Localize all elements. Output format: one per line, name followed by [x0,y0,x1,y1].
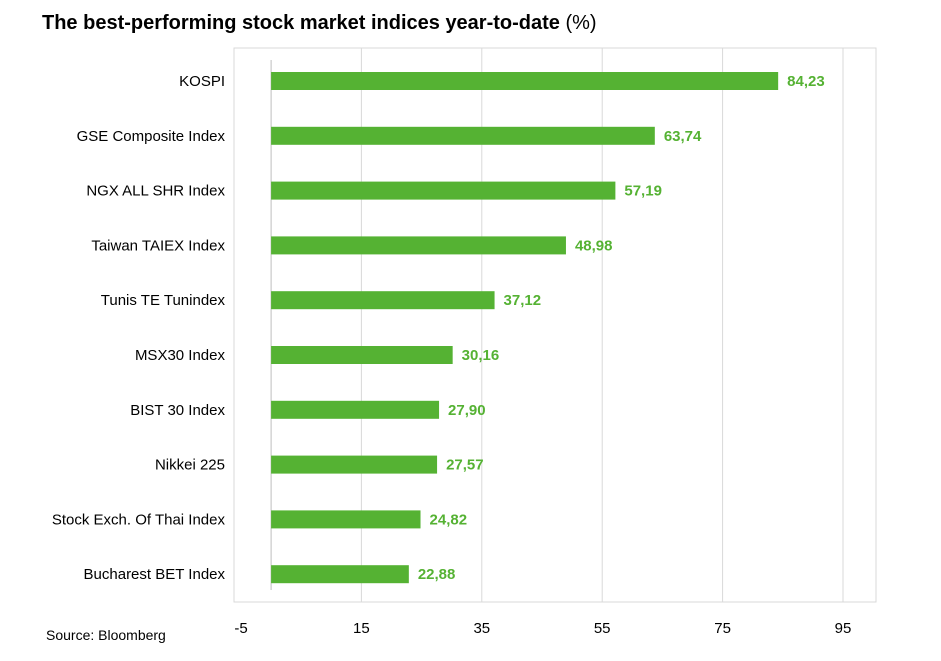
x-tick-label: 55 [594,620,611,637]
category-label: NGX ALL SHR Index [86,183,225,200]
chart-title: The best-performing stock market indices… [42,12,597,35]
category-label: Nikkei 225 [155,457,225,474]
value-labels: 84,23 63,74 57,19 48,98 37,12 30,16 27,90 27,57… [418,73,825,583]
category-label: BIST 30 Index [130,402,225,419]
x-tick-labels: -5 15 35 55 75 95 [234,620,851,637]
bars [271,72,779,584]
bar [271,455,438,474]
category-labels: KOSPI GSE Composite Index NGX ALL SHR Inde… [52,73,226,583]
value-label: 24,82 [430,511,468,528]
bar [271,400,440,419]
x-tick-label: -5 [234,620,247,637]
category-label: Tunis TE Tunindex [101,292,226,309]
value-label: 57,19 [624,183,662,200]
plot-area-border [233,47,877,603]
category-label: Bucharest BET Index [84,566,226,583]
bar [271,236,566,255]
x-tick-label: 35 [473,620,490,637]
bar [271,72,779,90]
bar [271,291,495,310]
bar [271,346,453,364]
value-label: 48,98 [575,237,613,254]
category-label: Stock Exch. Of Thai Index [52,511,226,528]
value-label: 84,23 [787,73,825,90]
category-label: GSE Composite Index [77,128,226,145]
value-label: 37,12 [504,292,542,309]
value-label: 63,74 [664,128,702,145]
bar [271,565,409,584]
x-tick-label: 75 [714,620,731,637]
chart-title-text: The best-performing stock market indices… [42,12,560,34]
bar [271,510,421,529]
value-label: 27,90 [448,402,486,419]
value-label: 30,16 [462,347,500,364]
bar [271,126,655,145]
source-note: Source: Bloomberg [46,627,166,643]
x-tick-label: 95 [835,620,852,637]
value-label: 27,57 [446,457,484,474]
x-tick-label: 15 [353,620,370,637]
category-label: MSX30 Index [135,347,226,364]
bar [271,181,616,200]
chart-title-unit: (%) [565,12,597,34]
value-label: 22,88 [418,566,456,583]
category-label: KOSPI [179,73,225,90]
category-label: Taiwan TAIEX Index [91,237,225,254]
